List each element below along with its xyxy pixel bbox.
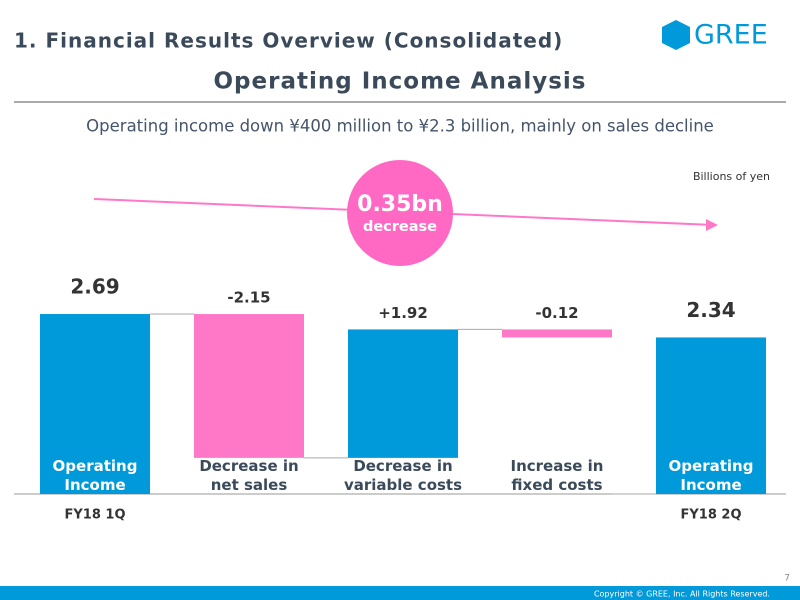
category-label: Operating Income bbox=[52, 457, 138, 494]
footer-bar bbox=[0, 586, 800, 600]
bar bbox=[656, 337, 766, 494]
bar bbox=[40, 314, 150, 494]
subtitle: Operating income down ¥400 million to ¥2… bbox=[86, 117, 714, 136]
section-title: 1. Financial Results Overview (Consolida… bbox=[14, 29, 563, 53]
category-label: Decrease in variable costs bbox=[343, 457, 463, 494]
page-number: 7 bbox=[784, 574, 790, 584]
annotation-value: 0.35bn bbox=[357, 192, 443, 217]
annotation-circle bbox=[347, 160, 453, 266]
logo: GREE bbox=[694, 20, 768, 51]
value-label: -2.15 bbox=[227, 289, 270, 307]
period-label: FY18 1Q bbox=[64, 508, 125, 523]
category-label: Decrease in net sales bbox=[199, 457, 299, 494]
value-label: +1.92 bbox=[378, 304, 428, 322]
value-label: -0.12 bbox=[535, 304, 578, 322]
bar bbox=[502, 329, 612, 338]
annotation-text: decrease bbox=[363, 219, 437, 235]
copyright: Copyright © GREE, Inc. All Rights Reserv… bbox=[594, 590, 770, 599]
bar bbox=[348, 329, 458, 458]
logo-icon bbox=[662, 20, 690, 50]
unit-label: Billions of yen bbox=[693, 170, 770, 183]
value-label: 2.69 bbox=[70, 275, 119, 299]
arrow-head bbox=[706, 219, 718, 231]
chart-title: Operating Income Analysis bbox=[214, 69, 587, 95]
category-label: Operating Income bbox=[668, 457, 754, 494]
category-label: Increase in fixed costs bbox=[510, 457, 604, 494]
period-label: FY18 2Q bbox=[680, 508, 741, 523]
value-label: 2.34 bbox=[686, 298, 735, 322]
bar bbox=[194, 314, 304, 458]
